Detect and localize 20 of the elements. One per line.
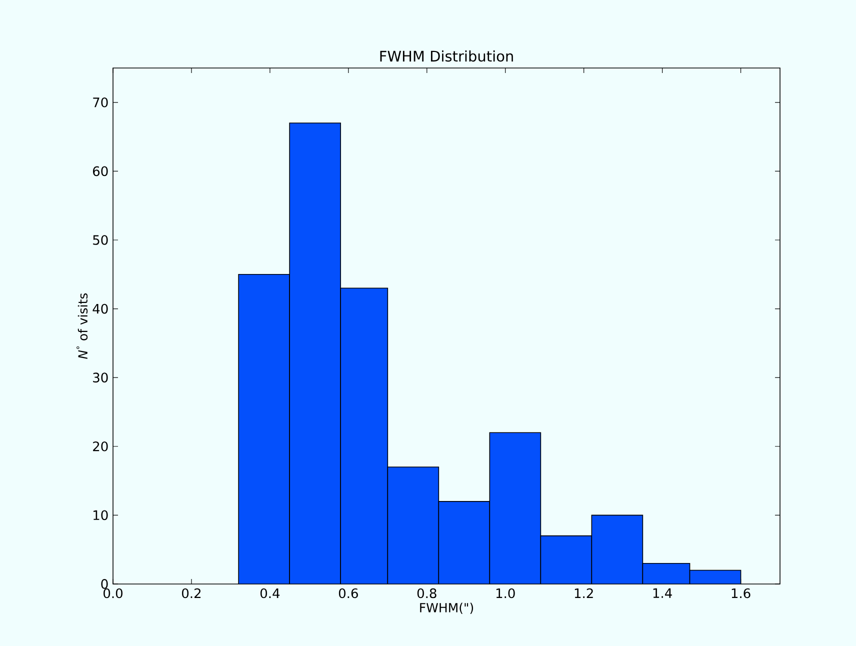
- x-tick-label: 0.6: [338, 588, 358, 598]
- x-tick-label: 0.8: [417, 588, 436, 598]
- y-tick-label: 50: [93, 235, 108, 245]
- chart-title: FWHM Distribution: [380, 50, 513, 62]
- y-tick-label: 10: [94, 510, 108, 520]
- x-tick-label: 0.2: [182, 588, 201, 598]
- y-tick-label: 20: [93, 441, 108, 452]
- y-axis-title: N$^{°}$ of visits: [76, 293, 88, 359]
- x-tick-label: 1.4: [653, 588, 672, 598]
- y-tick-label: 40: [92, 304, 108, 314]
- y-tick-label: 30: [93, 372, 108, 383]
- y-tick-label: 60: [93, 166, 108, 176]
- x-tick-label: 0.0: [104, 588, 122, 598]
- x-tick-label: 1.0: [496, 588, 515, 598]
- x-tick-label: 0.4: [260, 588, 280, 598]
- x-tick-label: 1.2: [574, 588, 593, 598]
- y-tick-label: 70: [93, 97, 108, 108]
- x-axis-title: FWHM("): [420, 602, 474, 614]
- x-tick-label: 1.6: [732, 588, 750, 598]
- y-tick-label: 0: [101, 579, 108, 589]
